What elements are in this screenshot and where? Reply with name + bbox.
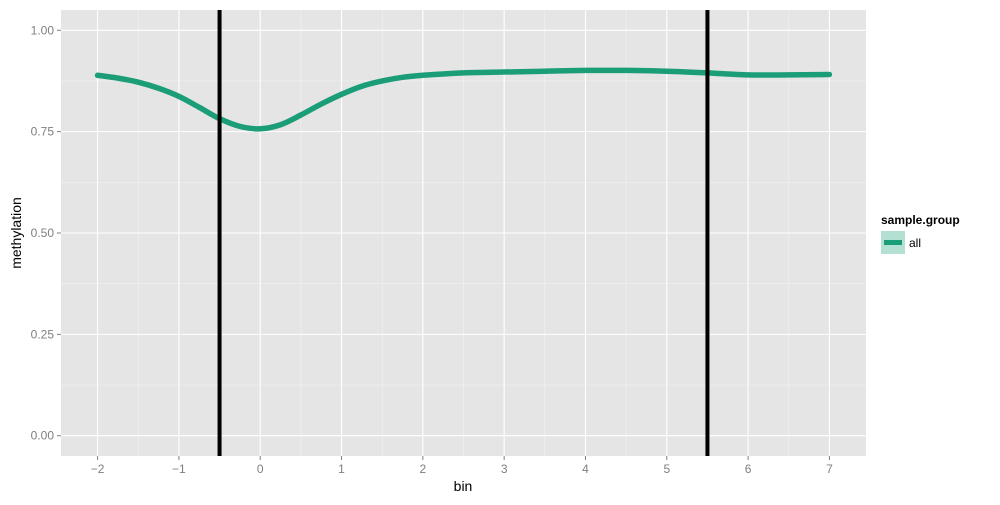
y-tick-label: 0.00 — [31, 429, 55, 443]
series-line-all — [94, 67, 833, 132]
series-layer — [94, 67, 833, 132]
x-tick-label: 6 — [745, 462, 752, 476]
major-gridlines — [61, 10, 866, 456]
x-tick-label: 2 — [419, 462, 426, 476]
x-axis: −2 −1 0 1 2 3 4 5 6 7 — [91, 456, 833, 476]
legend: sample.group all — [881, 213, 960, 254]
y-axis: 0.00 0.25 0.50 0.75 1.00 — [31, 23, 61, 443]
y-tick-label: 0.50 — [31, 226, 55, 240]
y-tick-label: 0.25 — [31, 327, 55, 341]
x-tick-label: −1 — [172, 462, 186, 476]
x-axis-title: bin — [454, 478, 473, 494]
x-tick-label: 3 — [501, 462, 508, 476]
x-tick-label: 1 — [338, 462, 345, 476]
x-tick-label: 7 — [826, 462, 833, 476]
y-tick-label: 1.00 — [31, 23, 55, 37]
vertical-lines — [217, 10, 710, 456]
x-tick-label: 5 — [663, 462, 670, 476]
x-tick-label: 4 — [582, 462, 589, 476]
y-axis-title: methylation — [8, 197, 24, 269]
legend-label-all: all — [909, 236, 921, 250]
y-tick-label: 0.75 — [31, 125, 55, 139]
legend-title: sample.group — [881, 213, 960, 227]
x-tick-label: 0 — [257, 462, 264, 476]
x-tick-label: −2 — [91, 462, 105, 476]
